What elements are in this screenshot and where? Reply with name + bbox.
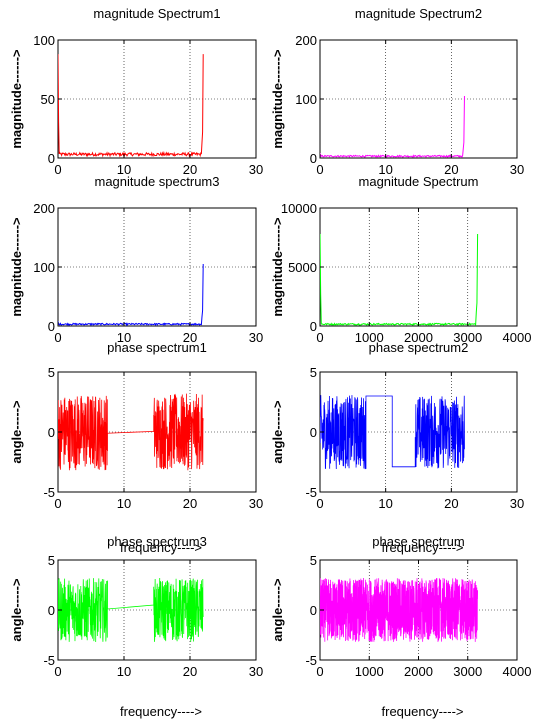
y-tick-label: -5 — [305, 485, 317, 500]
x-tick-label: 3000 — [453, 664, 482, 679]
y-tick-label: 5 — [310, 553, 317, 568]
chart-title: magnitude Spectrum — [359, 174, 479, 189]
y-tick-label: 0 — [310, 151, 317, 166]
x-axis-label: frequency----> — [120, 704, 202, 719]
magnitude-series-line — [58, 54, 204, 158]
x-tick-label: 30 — [249, 496, 263, 511]
y-axis-label: angle-----> — [9, 578, 24, 642]
y-axis-label: angle-----> — [270, 400, 285, 464]
chart-title: phase spectrum2 — [369, 340, 469, 355]
x-tick-label: 2000 — [404, 330, 433, 345]
y-tick-label: 0 — [48, 151, 55, 166]
x-tick-label: 0 — [316, 664, 323, 679]
x-tick-label: 0 — [316, 162, 323, 177]
y-tick-label: 200 — [295, 33, 317, 48]
x-tick-label: 30 — [249, 162, 263, 177]
y-tick-label: -5 — [305, 653, 317, 668]
y-tick-label: -5 — [43, 485, 55, 500]
x-tick-label: 0 — [316, 496, 323, 511]
y-tick-label: 5000 — [288, 260, 317, 275]
x-tick-label: 10 — [117, 330, 131, 345]
x-tick-label: 10 — [117, 664, 131, 679]
x-tick-label: 10 — [117, 162, 131, 177]
x-tick-label: 0 — [54, 664, 61, 679]
x-tick-label: 4000 — [503, 330, 532, 345]
x-tick-label: 10 — [117, 496, 131, 511]
x-axis-label: frequency----> — [382, 540, 464, 555]
chart-title: phase spectrum — [372, 534, 465, 549]
x-tick-label: 4000 — [503, 664, 532, 679]
x-tick-label: 10 — [378, 496, 392, 511]
y-tick-label: 5 — [310, 365, 317, 380]
x-tick-label: 30 — [249, 664, 263, 679]
x-tick-label: 1000 — [355, 330, 384, 345]
chart-title: magnitude Spectrum1 — [93, 6, 220, 21]
y-tick-label: 200 — [33, 201, 55, 216]
x-tick-label: 20 — [444, 496, 458, 511]
y-tick-label: 0 — [310, 425, 317, 440]
y-tick-label: 0 — [48, 425, 55, 440]
phase-series-line — [320, 578, 478, 642]
y-axis-label: angle-----> — [9, 400, 24, 464]
axes-box — [319, 39, 518, 159]
x-tick-label: 20 — [183, 162, 197, 177]
x-tick-label: 30 — [249, 330, 263, 345]
x-axis-label: frequency----> — [382, 704, 464, 719]
y-axis-label: magnitude------> — [270, 49, 285, 149]
phase-series-line — [320, 395, 465, 470]
subplot-4: 0 1000 2000 3000 4000 0 5000 10000 magnitude Spe… — [270, 174, 531, 345]
x-tick-label: 0 — [54, 330, 61, 345]
y-tick-label: 0 — [48, 603, 55, 618]
y-tick-label: -5 — [43, 653, 55, 668]
y-tick-label: 0 — [310, 319, 317, 334]
magnitude-series-line — [320, 233, 479, 326]
x-tick-label: 30 — [510, 496, 524, 511]
chart-title: magnitude spectrum3 — [94, 174, 219, 189]
y-axis-label: magnitude------> — [270, 217, 285, 317]
x-tick-label: 0 — [54, 162, 61, 177]
chart-title: phase spectrum3 — [107, 534, 207, 549]
x-tick-label: 20 — [444, 162, 458, 177]
x-tick-label: 30 — [510, 162, 524, 177]
y-axis-label: magnitude------> — [9, 217, 24, 317]
x-tick-label: 0 — [54, 496, 61, 511]
y-tick-label: 100 — [295, 92, 317, 107]
axes-box — [319, 207, 518, 327]
y-tick-label: 100 — [33, 260, 55, 275]
x-tick-label: 2000 — [404, 664, 433, 679]
subplot-2: 0 10 20 30 0 100 200 magnitude Spectrum2 magnitu… — [270, 6, 524, 177]
x-axis-label: frequency----> — [120, 540, 202, 555]
magnitude-series-line — [58, 264, 204, 326]
y-axis-label: magnitude------> — [9, 49, 24, 149]
x-tick-label: 0 — [316, 330, 323, 345]
subplot-1: 0 10 20 30 0 50 100 magnitude Spectrum1 magnitud… — [9, 6, 263, 177]
y-tick-label: 5 — [48, 365, 55, 380]
magnitude-series-line — [320, 96, 465, 158]
y-tick-label: 5 — [48, 553, 55, 568]
y-tick-label: 50 — [41, 92, 55, 107]
x-tick-label: 20 — [183, 496, 197, 511]
phase-series-line — [58, 393, 204, 471]
x-tick-label: 10 — [378, 162, 392, 177]
y-axis-label: angle-----> — [270, 578, 285, 642]
y-tick-label: 0 — [48, 319, 55, 334]
y-tick-label: 10000 — [281, 201, 317, 216]
x-tick-label: 20 — [183, 330, 197, 345]
chart-title: phase spectrum1 — [107, 340, 207, 355]
x-tick-label: 1000 — [355, 664, 384, 679]
phase-series-line — [58, 578, 204, 642]
chart-title: magnitude Spectrum2 — [355, 6, 482, 21]
x-tick-label: 20 — [183, 664, 197, 679]
subplot-3: 0 10 20 30 0 100 200 magnitude spectrum3 magnitu… — [9, 174, 263, 345]
y-tick-label: 100 — [33, 33, 55, 48]
y-tick-label: 0 — [310, 603, 317, 618]
x-tick-label: 3000 — [453, 330, 482, 345]
